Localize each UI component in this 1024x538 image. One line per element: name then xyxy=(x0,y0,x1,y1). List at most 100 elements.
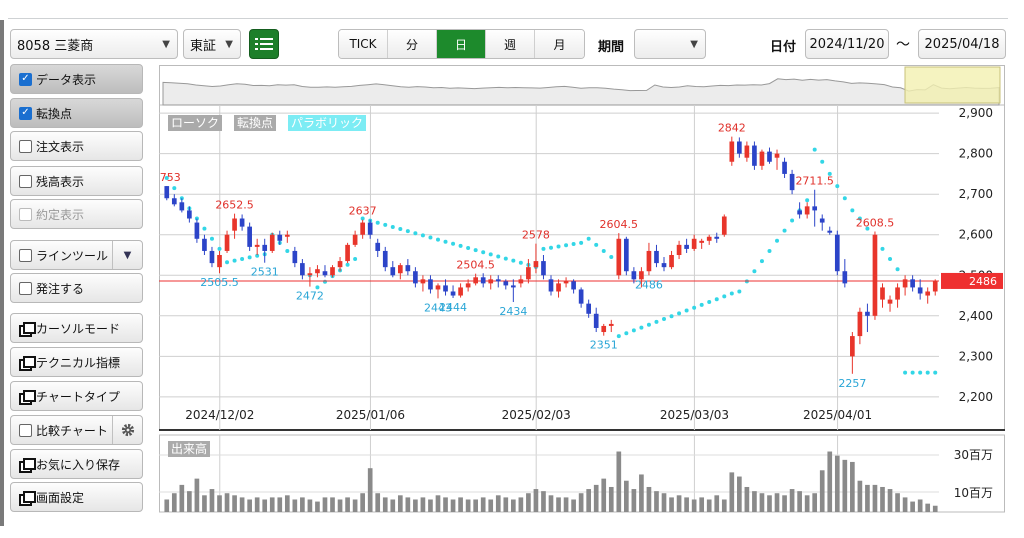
gear-icon[interactable] xyxy=(112,416,142,444)
stock-select[interactable]: 8058 三菱商 ▼ xyxy=(10,29,178,59)
turning-point-label: 2578 xyxy=(522,229,550,242)
candle-body xyxy=(910,279,915,288)
chevron-down-icon: ▼ xyxy=(690,39,698,50)
tab-day[interactable]: 日 xyxy=(437,30,486,58)
checkbox-icon xyxy=(19,281,32,295)
parabolic-dot xyxy=(707,300,712,305)
candle-body xyxy=(646,250,652,272)
parabolic-dot xyxy=(594,242,599,247)
date-from-input[interactable]: 2024/11/20 xyxy=(805,29,889,59)
sidebar-item-order-display[interactable]: 注文表示 xyxy=(10,131,143,161)
checkbox-checked-icon: ✓ xyxy=(19,106,32,120)
parabolic-dot xyxy=(903,370,908,375)
sidebar-item-cursor-mode[interactable]: カーソルモード xyxy=(10,313,143,343)
candle-body xyxy=(518,279,524,284)
volume-bar xyxy=(503,497,509,512)
parabolic-dot xyxy=(232,258,237,263)
y-tick-label: 2,700 xyxy=(959,187,993,201)
parabolic-dot xyxy=(375,220,380,225)
candle-body xyxy=(307,273,313,276)
sidebar-item-technical-indicators[interactable]: テクニカル指標 xyxy=(10,347,143,377)
candle-body xyxy=(737,141,742,154)
parabolic-dot xyxy=(925,370,930,375)
stock-chart[interactable]: 2,2002,3002,4002,5002,6002,7002,8002,900… xyxy=(159,65,1005,515)
volume-bar xyxy=(676,495,682,512)
y-tick-label: 2,800 xyxy=(959,147,993,161)
market-select[interactable]: 東証 ▼ xyxy=(183,29,241,59)
date-separator: 〜 xyxy=(896,37,910,53)
candle-body xyxy=(443,285,448,292)
candle-body xyxy=(759,151,765,166)
sidebar-item-label: テクニカル指標 xyxy=(36,355,121,370)
tab-month[interactable]: 月 xyxy=(535,30,584,58)
minimap-line xyxy=(162,78,1000,106)
parabolic-dot xyxy=(888,257,893,262)
candle-body xyxy=(262,244,268,251)
sidebar-item-screen-settings[interactable]: 画面設定 xyxy=(10,482,143,512)
candle-body xyxy=(345,244,350,262)
candle-body xyxy=(217,255,222,268)
volume-bar xyxy=(759,493,765,512)
sidebar-item-place-order[interactable]: 発注する xyxy=(10,273,143,303)
volume-bar xyxy=(254,497,260,512)
candle-body xyxy=(292,250,298,264)
date-to-input[interactable]: 2025/04/18 xyxy=(918,29,1006,59)
candle-body xyxy=(465,283,471,288)
parabolic-dot xyxy=(360,216,365,221)
parabolic-dot xyxy=(729,291,734,296)
period-select[interactable]: ▼ xyxy=(634,29,706,59)
parabolic-dot xyxy=(435,237,440,242)
volume-bar xyxy=(405,497,411,512)
volume-bar xyxy=(277,497,283,512)
volume-bar xyxy=(262,499,268,512)
candle-body xyxy=(367,222,373,235)
parabolic-dot xyxy=(202,226,207,231)
period-label: 期間 xyxy=(598,40,625,55)
candle-body xyxy=(224,234,230,251)
list-view-button[interactable] xyxy=(249,29,279,59)
tab-tick[interactable]: TICK xyxy=(339,30,388,58)
candle-body xyxy=(608,323,614,326)
parabolic-dot xyxy=(398,227,403,232)
candle-body xyxy=(571,281,576,290)
candle-body xyxy=(676,244,682,255)
sidebar-item-chart-type[interactable]: チャートタイプ xyxy=(10,381,143,411)
volume-bar xyxy=(646,486,652,512)
tab-week[interactable]: 週 xyxy=(486,30,535,58)
volume-bar xyxy=(714,495,720,512)
volume-bar xyxy=(533,489,539,512)
sidebar-item-data-display[interactable]: ✓ データ表示 xyxy=(10,64,143,94)
volume-bar xyxy=(209,489,215,512)
parabolic-dot xyxy=(752,269,757,274)
candle-body xyxy=(300,263,305,276)
candle-body xyxy=(578,289,584,304)
sidebar-item-turning-point[interactable]: ✓ 転換点 xyxy=(10,98,143,128)
turning-point-label: 2637 xyxy=(349,205,377,218)
tab-minute[interactable]: 分 xyxy=(388,30,437,58)
sidebar-item-comparison-chart[interactable]: 比較チャート xyxy=(10,415,143,445)
candle-body xyxy=(661,263,667,268)
candle-body xyxy=(880,287,885,300)
chevron-down-icon[interactable]: ▼ xyxy=(112,241,142,269)
sidebar-item-label: ラインツール xyxy=(36,248,109,263)
parabolic-dot xyxy=(164,175,169,180)
candle-body xyxy=(360,222,365,235)
candle-body xyxy=(232,218,237,231)
parabolic-dot xyxy=(511,258,516,263)
volume-bar xyxy=(345,497,350,512)
sidebar-item-save-favorite[interactable]: お気に入り保存 xyxy=(10,449,143,479)
parabolic-dot xyxy=(842,196,847,201)
parabolic-dot xyxy=(631,328,636,333)
parabolic-dot xyxy=(767,248,772,253)
current-price-label: 2486 xyxy=(969,275,997,288)
parabolic-dot xyxy=(571,242,576,247)
parabolic-dot xyxy=(827,171,832,176)
sidebar-item-balance-display[interactable]: 残高表示 xyxy=(10,166,143,196)
legend-parabolic: パラボリック xyxy=(288,115,367,131)
checkbox-icon xyxy=(19,139,32,153)
sidebar-item-label: チャートタイプ xyxy=(36,389,120,404)
candle-body xyxy=(171,198,177,205)
sidebar-item-line-tool[interactable]: ラインツール ▼ xyxy=(10,240,143,270)
candle-body xyxy=(691,238,697,249)
checkbox-icon xyxy=(19,248,32,262)
